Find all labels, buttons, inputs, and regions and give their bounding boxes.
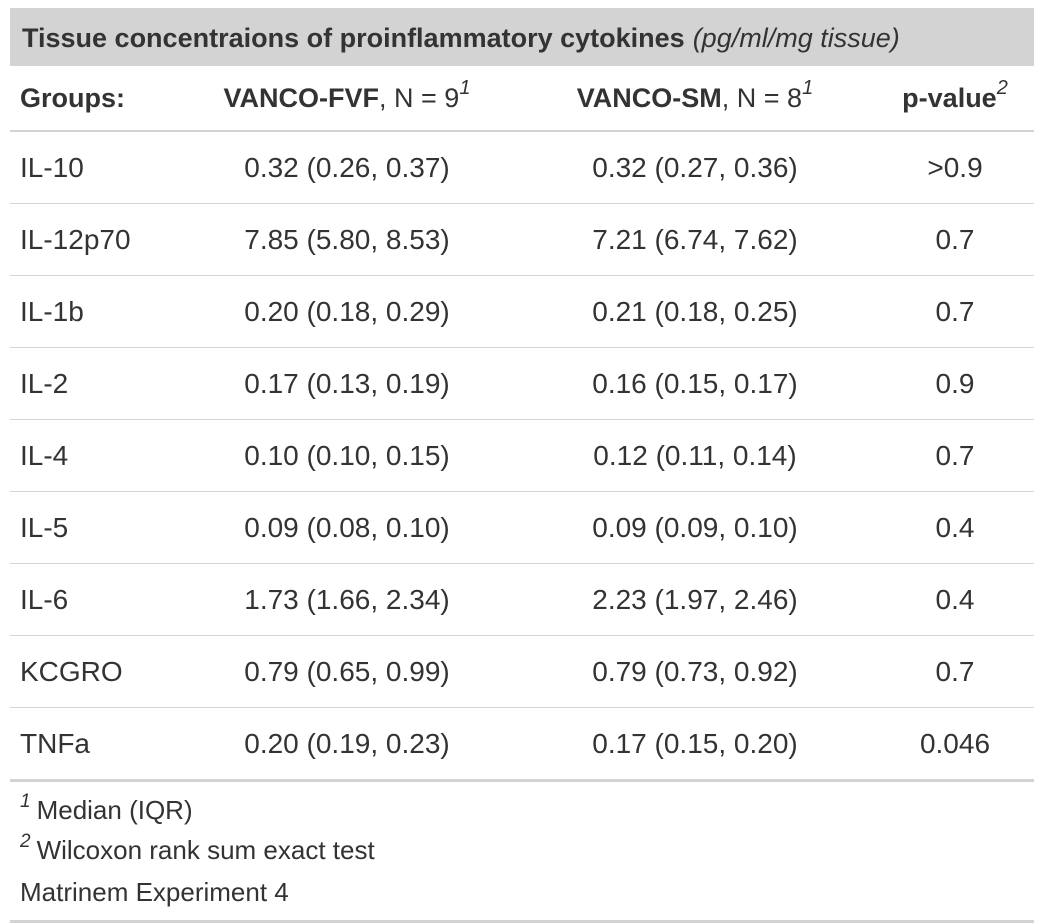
footnote-mark: 2 <box>996 76 1008 99</box>
table-row: IL-5 0.09 (0.08, 0.10) 0.09 (0.09, 0.10)… <box>10 491 1034 564</box>
row-label: IL-5 <box>10 491 180 564</box>
column-header-vanco-sm: VANCO-SM, N = 81 <box>514 66 876 132</box>
table-title-unit: (pg/ml/mg tissue) <box>692 23 900 53</box>
table-row: IL-12p70 7.85 (5.80, 8.53) 7.21 (6.74, 7… <box>10 203 1034 276</box>
footnote-text: Median (IQR) <box>36 795 193 825</box>
column-header-row: Groups: VANCO-FVF, N = 91 VANCO-SM, N = … <box>10 66 1034 132</box>
table-row: IL-4 0.10 (0.10, 0.15) 0.12 (0.11, 0.14)… <box>10 419 1034 492</box>
footnote-text: Wilcoxon rank sum exact test <box>36 835 375 865</box>
cell-vanco-fvf: 0.20 (0.19, 0.23) <box>180 707 514 782</box>
column-header-groups: Groups: <box>10 66 180 132</box>
cell-vanco-fvf: 0.17 (0.13, 0.19) <box>180 347 514 420</box>
cell-vanco-sm: 0.32 (0.27, 0.36) <box>514 131 876 204</box>
cell-vanco-sm: 0.17 (0.15, 0.20) <box>514 707 876 782</box>
table-row: IL-6 1.73 (1.66, 2.34) 2.23 (1.97, 2.46)… <box>10 563 1034 636</box>
table-row: IL-10 0.32 (0.26, 0.37) 0.32 (0.27, 0.36… <box>10 131 1034 204</box>
source-note: Matrinem Experiment 4 <box>20 877 289 907</box>
cell-vanco-sm: 7.21 (6.74, 7.62) <box>514 203 876 276</box>
cell-vanco-sm: 0.09 (0.09, 0.10) <box>514 491 876 564</box>
row-label: IL-2 <box>10 347 180 420</box>
table-title-bar: Tissue concentraions of proinflammatory … <box>10 8 1034 66</box>
column-header-vanco-sm-label: VANCO-SM <box>576 82 722 113</box>
summary-table: Tissue concentraions of proinflammatory … <box>10 8 1034 923</box>
row-label: IL-10 <box>10 131 180 204</box>
footnote-mark: 1 <box>20 791 31 813</box>
cell-vanco-fvf: 1.73 (1.66, 2.34) <box>180 563 514 636</box>
cell-vanco-fvf: 7.85 (5.80, 8.53) <box>180 203 514 276</box>
cell-p-value: 0.7 <box>876 203 1034 276</box>
table-row: TNFa 0.20 (0.19, 0.23) 0.17 (0.15, 0.20)… <box>10 707 1034 782</box>
row-label: IL-1b <box>10 275 180 348</box>
row-label: TNFa <box>10 707 180 782</box>
cell-p-value: >0.9 <box>876 131 1034 204</box>
column-header-vanco-fvf: VANCO-FVF, N = 91 <box>180 66 514 132</box>
cell-p-value: 0.7 <box>876 419 1034 492</box>
row-label: IL-6 <box>10 563 180 636</box>
cell-p-value: 0.4 <box>876 563 1034 636</box>
cell-vanco-fvf: 0.09 (0.08, 0.10) <box>180 491 514 564</box>
row-label: KCGRO <box>10 635 180 708</box>
footnote-mark: 1 <box>459 76 471 99</box>
footnote-mark: 2 <box>20 831 31 853</box>
table-row: KCGRO 0.79 (0.65, 0.99) 0.79 (0.73, 0.92… <box>10 635 1034 708</box>
row-label: IL-4 <box>10 419 180 492</box>
cell-p-value: 0.7 <box>876 275 1034 348</box>
cell-vanco-sm: 0.79 (0.73, 0.92) <box>514 635 876 708</box>
cell-vanco-fvf: 0.20 (0.18, 0.29) <box>180 275 514 348</box>
cytokine-table: Groups: VANCO-FVF, N = 91 VANCO-SM, N = … <box>10 66 1034 782</box>
table-title: Tissue concentraions of proinflammatory … <box>22 23 685 53</box>
table-row: IL-2 0.17 (0.13, 0.19) 0.16 (0.15, 0.17)… <box>10 347 1034 420</box>
cell-vanco-fvf: 0.32 (0.26, 0.37) <box>180 131 514 204</box>
column-header-vanco-sm-n: , N = 8 <box>721 82 803 113</box>
footnote-2: 2 Wilcoxon rank sum exact test <box>20 830 1034 870</box>
column-header-p-value: p-value2 <box>876 66 1034 132</box>
cell-p-value: 0.9 <box>876 347 1034 420</box>
row-label: IL-12p70 <box>10 203 180 276</box>
cell-vanco-fvf: 0.10 (0.10, 0.15) <box>180 419 514 492</box>
cell-p-value: 0.046 <box>876 707 1034 782</box>
column-header-vanco-fvf-n: , N = 9 <box>379 82 460 113</box>
cell-vanco-sm: 0.21 (0.18, 0.25) <box>514 275 876 348</box>
table-row: IL-1b 0.20 (0.18, 0.29) 0.21 (0.18, 0.25… <box>10 275 1034 348</box>
footnote-mark: 1 <box>802 76 814 99</box>
cell-p-value: 0.4 <box>876 491 1034 564</box>
cell-vanco-sm: 0.12 (0.11, 0.14) <box>514 419 876 492</box>
column-header-vanco-fvf-label: VANCO-FVF <box>223 82 380 113</box>
footnote-1: 1 Median (IQR) <box>20 790 1034 830</box>
cell-vanco-fvf: 0.79 (0.65, 0.99) <box>180 635 514 708</box>
cell-vanco-sm: 2.23 (1.97, 2.46) <box>514 563 876 636</box>
cell-vanco-sm: 0.16 (0.15, 0.17) <box>514 347 876 420</box>
table-footnotes: 1 Median (IQR) 2 Wilcoxon rank sum exact t… <box>10 782 1034 923</box>
cell-p-value: 0.7 <box>876 635 1034 708</box>
column-header-p-value-label: p-value <box>902 82 997 113</box>
